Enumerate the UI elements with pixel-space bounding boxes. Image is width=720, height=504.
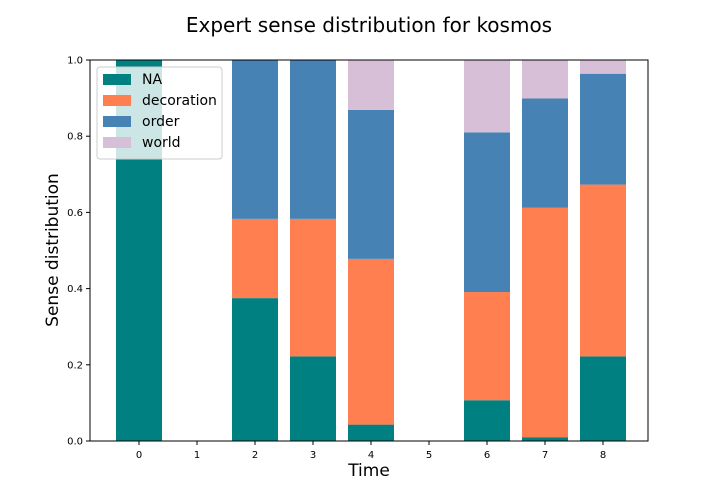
x-axis: 0 1 2 3 4 5 6 7 8: [136, 441, 606, 461]
legend-swatch-decoration: [103, 95, 131, 106]
x-tick-label: 1: [194, 450, 200, 461]
bar-order-3: [290, 60, 336, 219]
bar-order-6: [464, 132, 510, 293]
bar-NA-2: [232, 298, 278, 441]
bar-NA-8: [580, 356, 626, 441]
legend-swatch-NA: [103, 74, 131, 85]
x-tick-label: 4: [368, 450, 374, 461]
legend-label-decoration: decoration: [142, 93, 217, 109]
bar-order-8: [580, 73, 626, 185]
bar-order-2: [232, 60, 278, 219]
y-tick-label: 0.4: [67, 284, 83, 295]
bar-decoration-8: [580, 184, 626, 357]
bar-order-7: [522, 98, 568, 208]
legend-swatch-order: [103, 116, 131, 127]
bar-world-7: [522, 60, 568, 99]
legend-label-order: order: [142, 114, 180, 130]
bar-NA-3: [290, 356, 336, 441]
legend: NA decoration order world: [96, 66, 223, 160]
x-tick-label: 5: [426, 450, 432, 461]
bar-decoration-3: [290, 218, 336, 357]
x-tick-label: 7: [542, 450, 548, 461]
y-tick-label: 0.2: [67, 360, 83, 371]
bar-decoration-6: [464, 292, 510, 401]
bar-NA-7: [522, 437, 568, 441]
bar-decoration-4: [348, 258, 394, 425]
plot-frame: [89, 59, 649, 442]
legend-label-NA: NA: [142, 72, 162, 88]
bar-world-8: [580, 60, 626, 74]
chart-title: Expert sense distribution for kosmos: [186, 13, 552, 37]
x-axis-label: Time: [347, 461, 390, 481]
y-tick-label: 0.8: [67, 132, 83, 143]
x-tick-label: 8: [600, 450, 606, 461]
x-tick-label: 2: [252, 450, 258, 461]
bar-NA-6: [464, 400, 510, 441]
legend-label-world: world: [142, 135, 181, 151]
x-tick-label: 3: [310, 450, 316, 461]
y-axis-label: Sense distribution: [43, 173, 63, 327]
y-tick-label: 1.0: [67, 56, 83, 67]
y-tick-label: 0.6: [67, 208, 83, 219]
bar-world-4: [348, 60, 394, 110]
y-axis: 0.0 0.2 0.4 0.6 0.8 1.0: [67, 56, 90, 448]
x-tick-label: 0: [136, 450, 142, 461]
bar-decoration-7: [522, 207, 568, 438]
y-tick-label: 0.0: [67, 437, 83, 448]
legend-box: [96, 66, 223, 160]
legend-swatch-world: [103, 137, 131, 148]
bar-NA-4: [348, 424, 394, 441]
bar-decoration-2: [232, 218, 278, 299]
bar-order-4: [348, 109, 394, 259]
bar-world-6: [464, 60, 510, 133]
x-tick-label: 6: [484, 450, 490, 461]
